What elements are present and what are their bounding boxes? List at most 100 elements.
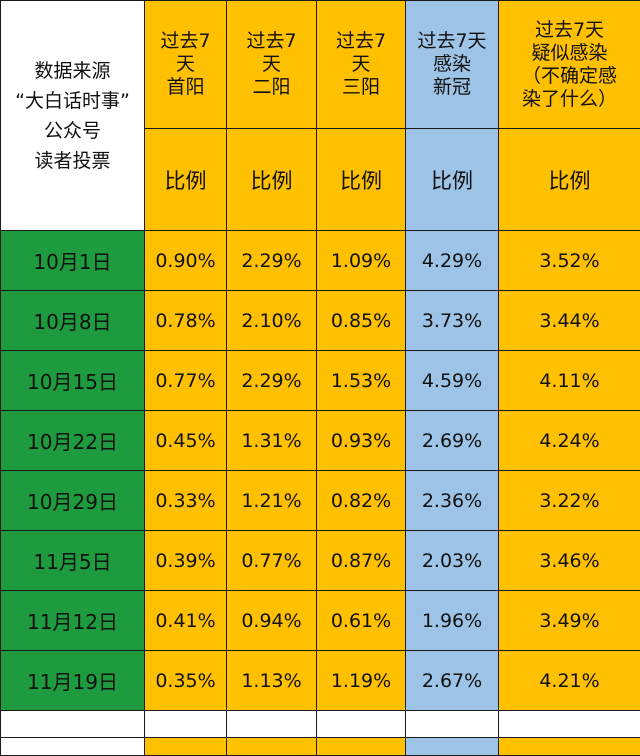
header-line: 过去7 (227, 30, 316, 53)
table-row: 10月22日 0.45% 1.31% 0.93% 2.69% 4.24% (1, 411, 640, 471)
header-line: 首阳 (145, 76, 226, 99)
empty-cell (317, 711, 406, 738)
value-cell: 3.44% (499, 291, 640, 351)
date-cell: 10月1日 (1, 231, 145, 291)
value-cell: 3.22% (499, 471, 640, 531)
value-cell: 4.24% (499, 411, 640, 471)
data-source-cell: 数据来源 “大白话时事” 公众号 读者投票 (1, 1, 145, 231)
empty-cell (145, 711, 227, 738)
ratio-label: 比例 (145, 129, 227, 231)
value-cell: 0.78% (145, 291, 227, 351)
value-cell: 4.21% (499, 651, 640, 711)
value-cell: 0.33% (145, 471, 227, 531)
value-cell: 2.69% (406, 411, 499, 471)
value-cell: 3.52% (499, 231, 640, 291)
empty-cell (406, 738, 499, 756)
value-cell: 1.96% (406, 591, 499, 651)
value-cell: 1.09% (317, 231, 406, 291)
empty-cell (227, 738, 317, 756)
header-line: 过去7天 (499, 19, 640, 42)
date-cell: 11月19日 (1, 651, 145, 711)
value-cell: 1.53% (317, 351, 406, 411)
header-line: 新冠 (406, 76, 498, 99)
header-line: 感染 (406, 53, 498, 76)
value-cell: 1.21% (227, 471, 317, 531)
header-line: 天 (145, 53, 226, 76)
header-line: （不确定感 (499, 65, 640, 88)
empty-cell (1, 711, 145, 738)
header-line: 疑似感染 (499, 42, 640, 65)
value-cell: 4.59% (406, 351, 499, 411)
empty-cell (145, 738, 227, 756)
ratio-label: 比例 (227, 129, 317, 231)
value-cell: 0.41% (145, 591, 227, 651)
date-cell: 11月12日 (1, 591, 145, 651)
value-cell: 0.39% (145, 531, 227, 591)
value-cell: 0.90% (145, 231, 227, 291)
value-cell: 2.03% (406, 531, 499, 591)
value-cell: 0.93% (317, 411, 406, 471)
table-row: 10月1日 0.90% 2.29% 1.09% 4.29% 3.52% (1, 231, 640, 291)
date-cell: 10月8日 (1, 291, 145, 351)
source-line: 公众号 (1, 116, 144, 146)
table-row: 11月5日 0.39% 0.77% 0.87% 2.03% 3.46% (1, 531, 640, 591)
source-line: “大白话时事” (1, 86, 144, 116)
value-cell: 0.77% (227, 531, 317, 591)
header-line: 染了什么） (499, 88, 640, 111)
source-line: 读者投票 (1, 146, 144, 176)
value-cell: 4.29% (406, 231, 499, 291)
empty-cell (1, 738, 145, 756)
value-cell: 3.49% (499, 591, 640, 651)
header-suspected-infection: 过去7天 疑似感染 （不确定感 染了什么） (499, 1, 640, 129)
ratio-label: 比例 (499, 129, 640, 231)
value-cell: 3.46% (499, 531, 640, 591)
value-cell: 1.13% (227, 651, 317, 711)
empty-row (1, 738, 640, 756)
empty-cell (499, 711, 640, 738)
date-cell: 10月15日 (1, 351, 145, 411)
value-cell: 0.94% (227, 591, 317, 651)
header-line: 二阳 (227, 76, 316, 99)
value-cell: 2.29% (227, 351, 317, 411)
value-cell: 1.31% (227, 411, 317, 471)
value-cell: 3.73% (406, 291, 499, 351)
table-row: 10月15日 0.77% 2.29% 1.53% 4.59% 4.11% (1, 351, 640, 411)
value-cell: 0.45% (145, 411, 227, 471)
header-covid-infection: 过去7天 感染 新冠 (406, 1, 499, 129)
value-cell: 4.11% (499, 351, 640, 411)
header-line: 过去7 (317, 30, 405, 53)
ratio-label: 比例 (406, 129, 499, 231)
table-row: 10月8日 0.78% 2.10% 0.85% 3.73% 3.44% (1, 291, 640, 351)
ratio-label: 比例 (317, 129, 406, 231)
empty-cell (499, 738, 640, 756)
header-first-positive: 过去7 天 首阳 (145, 1, 227, 129)
header-line: 三阳 (317, 76, 405, 99)
table-row: 10月29日 0.33% 1.21% 0.82% 2.36% 3.22% (1, 471, 640, 531)
value-cell: 0.61% (317, 591, 406, 651)
header-line: 天 (317, 53, 405, 76)
header-line: 过去7天 (406, 30, 498, 53)
value-cell: 0.85% (317, 291, 406, 351)
value-cell: 1.19% (317, 651, 406, 711)
value-cell: 0.35% (145, 651, 227, 711)
value-cell: 0.87% (317, 531, 406, 591)
empty-cell (227, 711, 317, 738)
empty-cell (406, 711, 499, 738)
value-cell: 0.82% (317, 471, 406, 531)
value-cell: 2.10% (227, 291, 317, 351)
value-cell: 0.77% (145, 351, 227, 411)
empty-cell (317, 738, 406, 756)
date-cell: 10月29日 (1, 471, 145, 531)
empty-row (1, 711, 640, 738)
header-second-positive: 过去7 天 二阳 (227, 1, 317, 129)
table-row: 11月19日 0.35% 1.13% 1.19% 2.67% 4.21% (1, 651, 640, 711)
source-line: 数据来源 (1, 56, 144, 86)
value-cell: 2.36% (406, 471, 499, 531)
date-cell: 10月22日 (1, 411, 145, 471)
date-cell: 11月5日 (1, 531, 145, 591)
header-row: 数据来源 “大白话时事” 公众号 读者投票 过去7 天 首阳 过去7 天 二阳 … (1, 1, 640, 129)
header-line: 天 (227, 53, 316, 76)
table-row: 11月12日 0.41% 0.94% 0.61% 1.96% 3.49% (1, 591, 640, 651)
header-line: 过去7 (145, 30, 226, 53)
